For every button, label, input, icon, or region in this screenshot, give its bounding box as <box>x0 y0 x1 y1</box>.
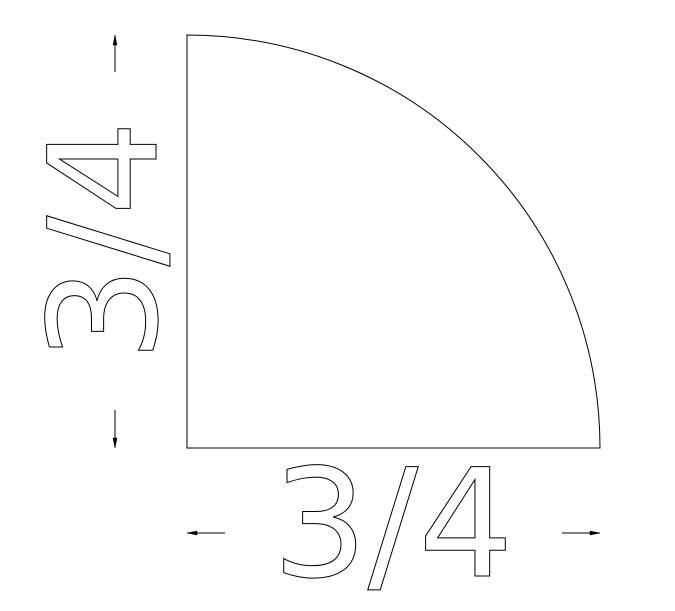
arrowhead <box>112 34 118 46</box>
arrowhead <box>186 530 198 536</box>
arrowhead <box>112 437 118 449</box>
dimension-label: 3/4 <box>18 120 192 361</box>
quarter-round <box>186 34 601 449</box>
arrowhead <box>589 530 601 536</box>
dimension-label: 3/4 <box>272 438 513 611</box>
